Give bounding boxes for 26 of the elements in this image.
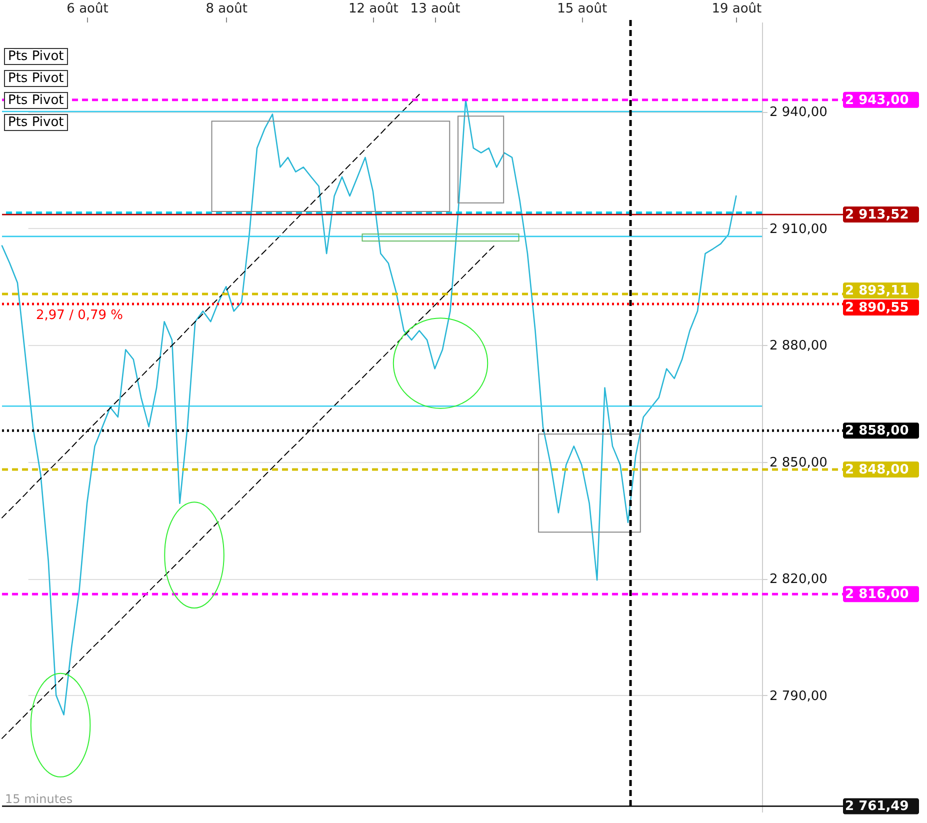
ref-line-label: 2 913,52 <box>845 208 909 223</box>
y-tick-label: 2 910,00 <box>770 222 828 237</box>
y-tick-label: 2 820,00 <box>770 572 828 587</box>
ref-line-label: 2 893,11 <box>845 283 909 298</box>
x-tick-label: 12 août <box>348 2 398 16</box>
ref-line-label: 2 848,00 <box>845 462 909 478</box>
annotation: 15 minutes <box>5 792 73 806</box>
y-tick-label: 2 880,00 <box>770 338 828 354</box>
annotation: Pts Pivot <box>4 114 68 131</box>
x-tick-label: 19 août <box>712 2 762 16</box>
annotation: 2,97 / 0,79 % <box>36 308 124 323</box>
ref-line-label: 2 816,00 <box>845 587 909 602</box>
y-tick-label: 2 850,00 <box>770 455 828 470</box>
x-tick-label: 8 août <box>206 2 248 16</box>
annotation: Pts Pivot <box>4 92 68 109</box>
x-tick-label: 15 août <box>557 2 608 16</box>
x-tick-label: 13 août <box>410 2 460 16</box>
ref-line-label: 2 890,55 <box>845 300 909 316</box>
y-tick-label: 2 790,00 <box>770 688 828 704</box>
x-tick-label: 6 août <box>66 2 108 16</box>
ref-line-label: 2 943,00 <box>845 92 909 108</box>
annotation: Pts Pivot <box>4 70 68 87</box>
annotation: Pts Pivot <box>4 48 68 65</box>
y-tick-label: 2 940,00 <box>770 105 828 120</box>
ref-line-label: 2 858,00 <box>845 424 909 439</box>
ref-line-label: 2 761,49 <box>845 799 909 814</box>
